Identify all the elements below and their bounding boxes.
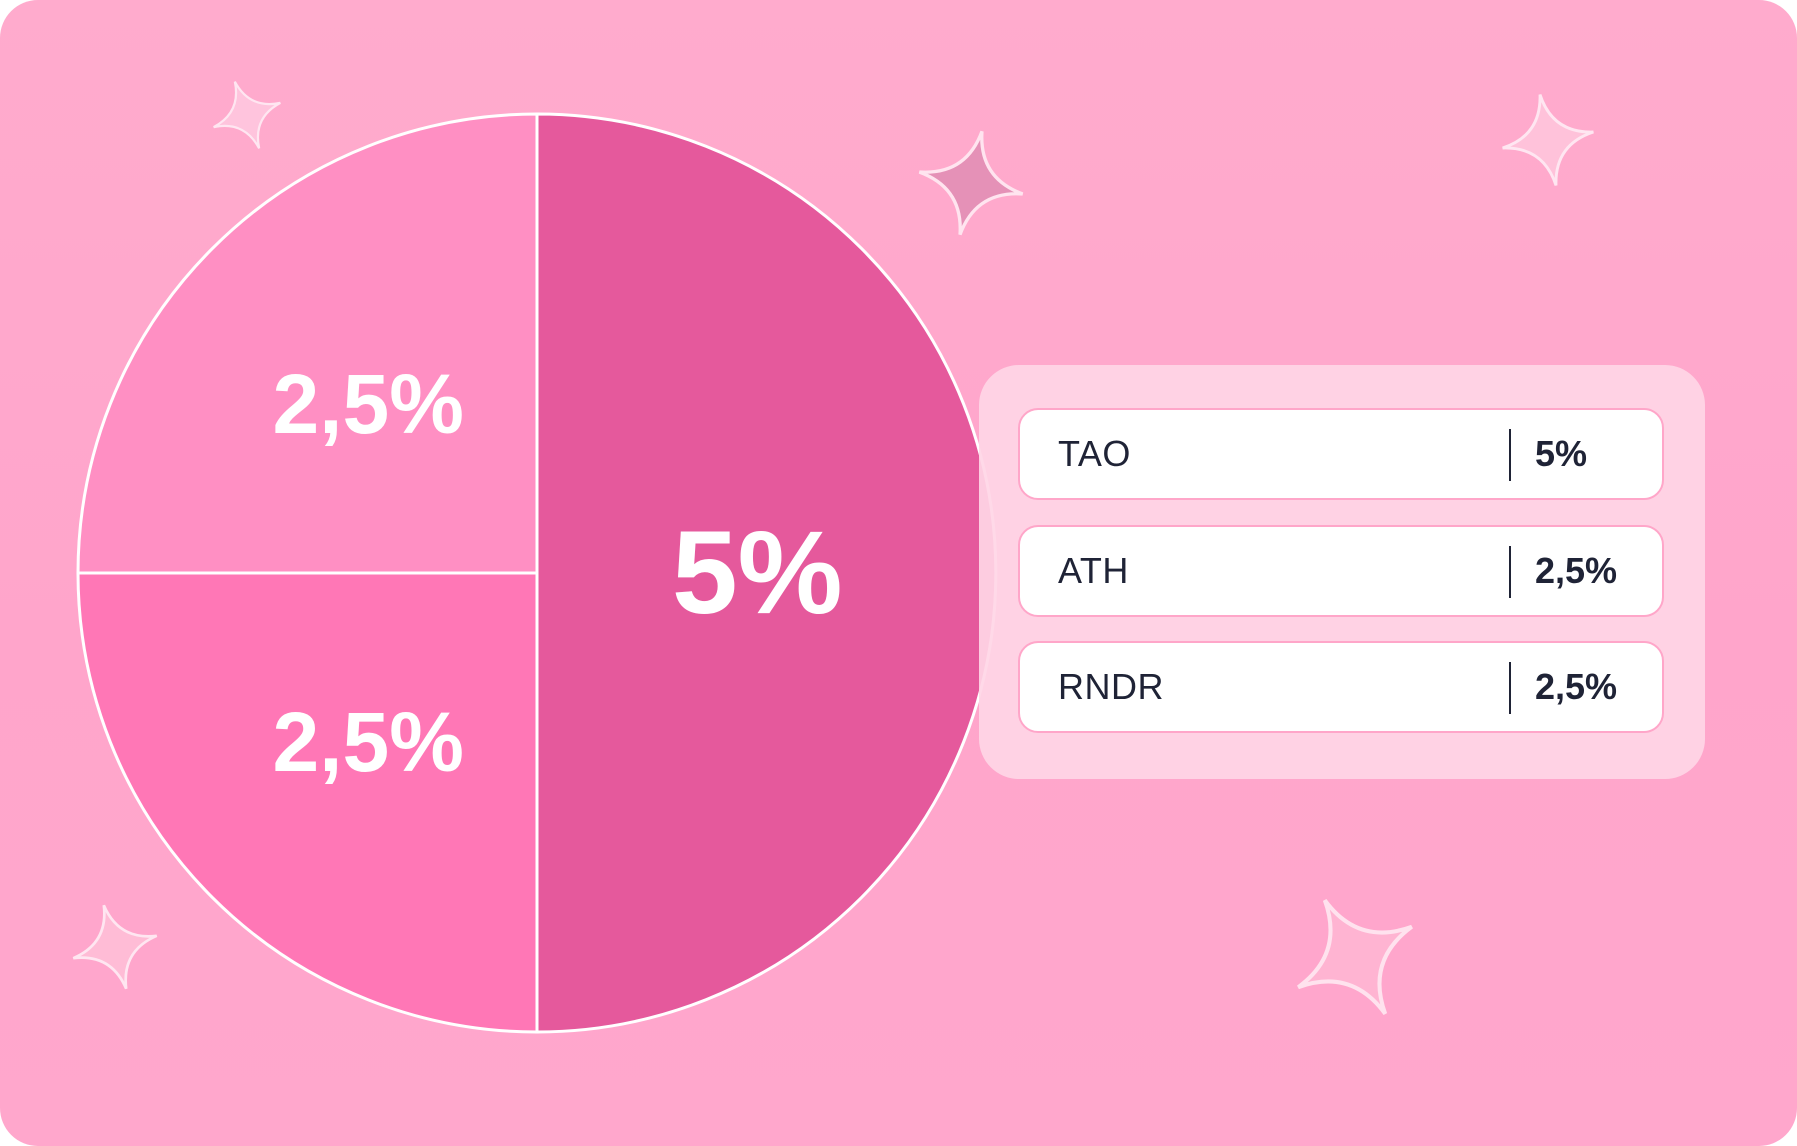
- sparkle-star-icon: [1297, 899, 1413, 1015]
- legend-name: ATH: [1058, 550, 1129, 591]
- pie-label-ath: 2,5%: [272, 695, 463, 789]
- pie-slice-ath: [76, 571, 539, 1034]
- sparkle-star-icon: [213, 81, 281, 149]
- pie-slice-rndr: [76, 112, 539, 575]
- sparkle-star-icon: [72, 904, 158, 990]
- pie-slices: [76, 112, 998, 1034]
- legend-name: RNDR: [1058, 666, 1164, 707]
- legend-value: 5%: [1535, 433, 1588, 474]
- sparkle-star-icon: [918, 130, 1024, 236]
- legend-divider: [1509, 546, 1511, 598]
- legend-divider: [1509, 429, 1511, 481]
- legend-value: 2,5%: [1535, 666, 1618, 707]
- legend-panel: TAO 5% ATH 2,5% RNDR 2,5%: [979, 365, 1705, 779]
- legend-row-rndr: RNDR 2,5%: [1018, 641, 1664, 733]
- pie-label-tao: 5%: [672, 507, 843, 639]
- legend-divider: [1509, 662, 1511, 714]
- legend-value: 2,5%: [1535, 550, 1618, 591]
- legend-row-tao: TAO 5%: [1018, 408, 1664, 500]
- legend-row-ath: ATH 2,5%: [1018, 525, 1664, 617]
- sparkle-star-icon: [1502, 94, 1594, 186]
- pie-label-rndr: 2,5%: [272, 357, 463, 451]
- pie-labels: 5% 2,5% 2,5%: [272, 357, 842, 789]
- legend-name: TAO: [1058, 433, 1131, 474]
